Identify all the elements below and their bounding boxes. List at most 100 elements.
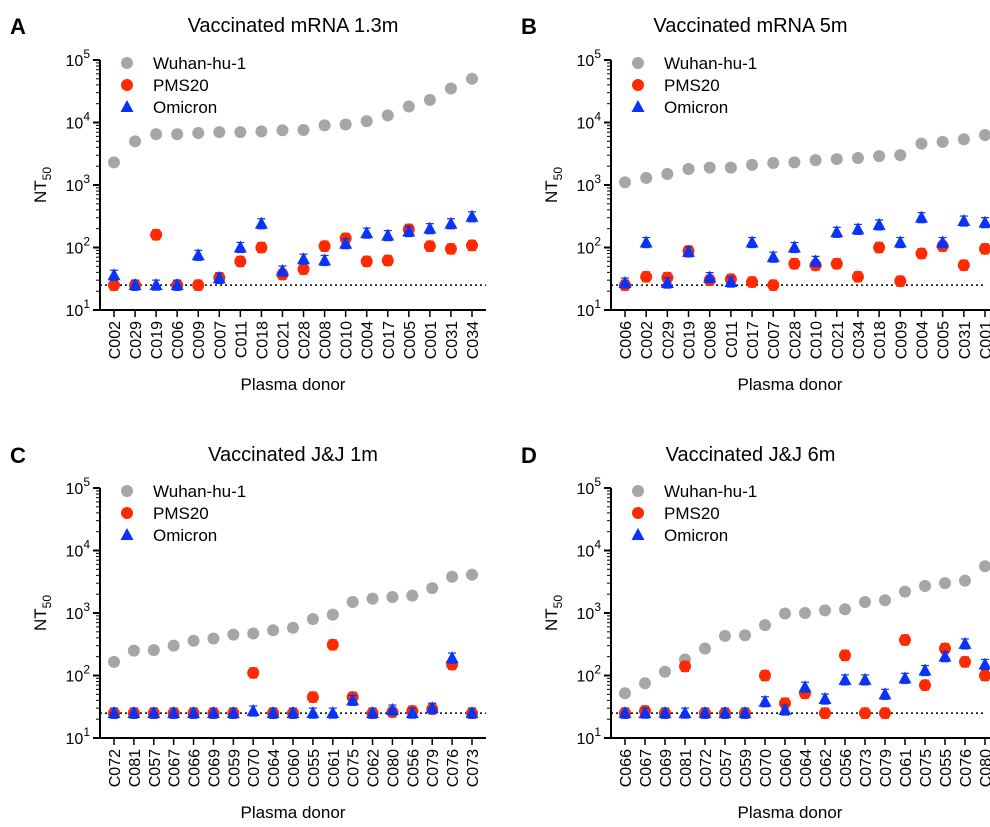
omicron-point bbox=[233, 240, 247, 253]
wuhan-point bbox=[746, 158, 759, 171]
legend-marker bbox=[632, 79, 644, 91]
omicron-point bbox=[978, 215, 990, 228]
pms20-point bbox=[234, 255, 247, 268]
omicron-point bbox=[898, 671, 912, 684]
x-tick-label: C002 bbox=[639, 321, 656, 359]
omicron-point bbox=[798, 680, 812, 693]
x-tick-label: C029 bbox=[128, 321, 145, 359]
pms20-point bbox=[255, 241, 268, 254]
y-tick-label: 105 bbox=[577, 47, 602, 70]
omicron-point bbox=[638, 706, 652, 719]
x-tick-label: C056 bbox=[838, 749, 855, 787]
wuhan-point bbox=[192, 126, 205, 139]
wuhan-point bbox=[167, 639, 180, 652]
wuhan-point bbox=[255, 125, 268, 138]
wuhan-point bbox=[339, 118, 352, 131]
pms20-point bbox=[318, 240, 331, 253]
x-tick-label: C017 bbox=[745, 321, 762, 359]
omicron-point bbox=[226, 706, 240, 719]
omicron-point bbox=[738, 706, 752, 719]
legend-label: Omicron bbox=[664, 526, 728, 545]
wuhan-point bbox=[444, 82, 457, 95]
wuhan-point bbox=[939, 577, 951, 590]
wuhan-point bbox=[682, 163, 695, 176]
legend-marker bbox=[121, 57, 133, 69]
x-tick-label: C067 bbox=[167, 749, 184, 787]
pms20-point bbox=[830, 257, 843, 270]
x-tick-label: C064 bbox=[798, 749, 815, 787]
panel-letter: C bbox=[10, 443, 26, 468]
legend-label: Wuhan-hu-1 bbox=[664, 482, 757, 501]
x-tick-label: C017 bbox=[381, 321, 398, 359]
pms20-point bbox=[859, 707, 871, 720]
wuhan-point bbox=[799, 607, 811, 619]
x-tick-label: C031 bbox=[957, 321, 974, 359]
wuhan-point bbox=[979, 129, 990, 142]
omicron-point bbox=[778, 703, 792, 716]
legend-label: PMS20 bbox=[664, 76, 720, 95]
omicron-point bbox=[444, 216, 458, 229]
omicron-point bbox=[286, 706, 300, 719]
legend-marker bbox=[120, 100, 134, 112]
x-tick-label: C069 bbox=[206, 749, 223, 787]
omicron-point bbox=[385, 703, 399, 716]
omicron-point bbox=[423, 221, 437, 234]
wuhan-point bbox=[699, 642, 711, 655]
x-tick-label: C060 bbox=[286, 749, 303, 787]
omicron-point bbox=[191, 248, 205, 261]
y-tick-label: 101 bbox=[66, 725, 91, 748]
pms20-point bbox=[108, 279, 120, 292]
omicron-point bbox=[339, 236, 353, 249]
wuhan-point bbox=[979, 560, 990, 573]
wuhan-point bbox=[767, 156, 780, 169]
y-tick-label: 105 bbox=[66, 475, 91, 498]
wuhan-point bbox=[659, 665, 671, 678]
wuhan-point bbox=[446, 570, 459, 583]
omicron-point bbox=[381, 228, 395, 241]
wuhan-point bbox=[899, 585, 911, 598]
pms20-point bbox=[679, 660, 691, 673]
omicron-point bbox=[660, 276, 674, 289]
pms20-point bbox=[306, 691, 319, 704]
pms20-point bbox=[839, 649, 851, 662]
x-tick-label: C081 bbox=[127, 749, 144, 787]
legend-label: Wuhan-hu-1 bbox=[153, 54, 246, 73]
wuhan-point bbox=[724, 161, 737, 174]
pms20-point bbox=[192, 279, 205, 292]
omicron-point bbox=[425, 701, 439, 714]
wuhan-point bbox=[719, 629, 731, 642]
pms20-point bbox=[767, 279, 780, 292]
legend-marker bbox=[120, 528, 134, 540]
wuhan-point bbox=[187, 634, 200, 647]
pms20-point bbox=[919, 679, 931, 692]
x-tick-label: C006 bbox=[618, 321, 635, 359]
x-tick-label: C018 bbox=[254, 321, 271, 359]
omicron-point bbox=[187, 706, 201, 719]
legend-marker bbox=[121, 79, 133, 91]
x-tick-label: C034 bbox=[465, 321, 482, 359]
wuhan-point bbox=[213, 126, 226, 139]
omicron-point bbox=[206, 706, 220, 719]
x-tick-label: C073 bbox=[858, 749, 875, 787]
legend-marker bbox=[632, 57, 644, 69]
pms20-point bbox=[959, 655, 971, 668]
x-tick-label: C002 bbox=[107, 321, 124, 359]
y-tick-label: 103 bbox=[66, 600, 91, 623]
legend-marker bbox=[121, 485, 133, 497]
wuhan-point bbox=[207, 632, 220, 645]
omicron-point bbox=[618, 276, 632, 289]
omicron-point bbox=[818, 692, 832, 705]
omicron-point bbox=[809, 254, 823, 267]
omicron-point bbox=[346, 693, 360, 706]
x-tick-label: C061 bbox=[898, 749, 915, 787]
wuhan-point bbox=[661, 167, 674, 180]
x-tick-label: C029 bbox=[660, 321, 677, 359]
x-tick-label: C006 bbox=[170, 321, 187, 359]
omicron-point bbox=[787, 240, 801, 253]
wuhan-point bbox=[360, 115, 373, 128]
wuhan-point bbox=[739, 629, 751, 642]
omicron-point bbox=[766, 250, 780, 263]
y-tick-label: 105 bbox=[66, 47, 91, 70]
pms20-point bbox=[957, 259, 970, 272]
chart-title: Vaccinated mRNA 5m bbox=[653, 15, 847, 37]
